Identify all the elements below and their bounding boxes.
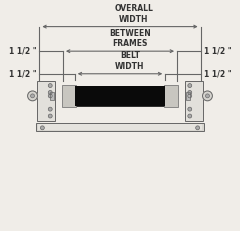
Text: 1 1/2 ": 1 1/2 " [9, 69, 36, 78]
Text: 1 1/2 ": 1 1/2 " [9, 47, 36, 56]
Text: BELT
WIDTH: BELT WIDTH [115, 52, 144, 71]
Circle shape [188, 107, 192, 111]
Circle shape [28, 91, 37, 101]
Circle shape [30, 94, 35, 98]
Circle shape [188, 91, 192, 94]
Circle shape [48, 94, 52, 98]
Circle shape [48, 114, 52, 118]
Bar [50, 92, 54, 100]
Circle shape [203, 91, 212, 101]
Circle shape [48, 91, 52, 94]
Text: 1 1/2 ": 1 1/2 " [204, 69, 231, 78]
Circle shape [48, 107, 52, 111]
Bar [63, 85, 177, 106]
Bar [185, 81, 203, 121]
Bar [38, 124, 202, 130]
Circle shape [205, 94, 210, 98]
Circle shape [48, 84, 52, 88]
Bar [186, 92, 190, 100]
Circle shape [40, 126, 44, 130]
Bar [62, 85, 76, 107]
Text: 1 1/2 ": 1 1/2 " [204, 47, 231, 56]
Circle shape [196, 126, 200, 130]
Bar [36, 123, 204, 131]
Circle shape [188, 94, 192, 98]
Bar [75, 85, 165, 106]
Bar [164, 85, 178, 107]
Text: BETWEEN
FRAMES: BETWEEN FRAMES [109, 29, 151, 48]
Bar [37, 81, 55, 121]
Circle shape [188, 84, 192, 88]
Circle shape [188, 114, 192, 118]
Text: OVERALL
WIDTH: OVERALL WIDTH [114, 4, 153, 24]
